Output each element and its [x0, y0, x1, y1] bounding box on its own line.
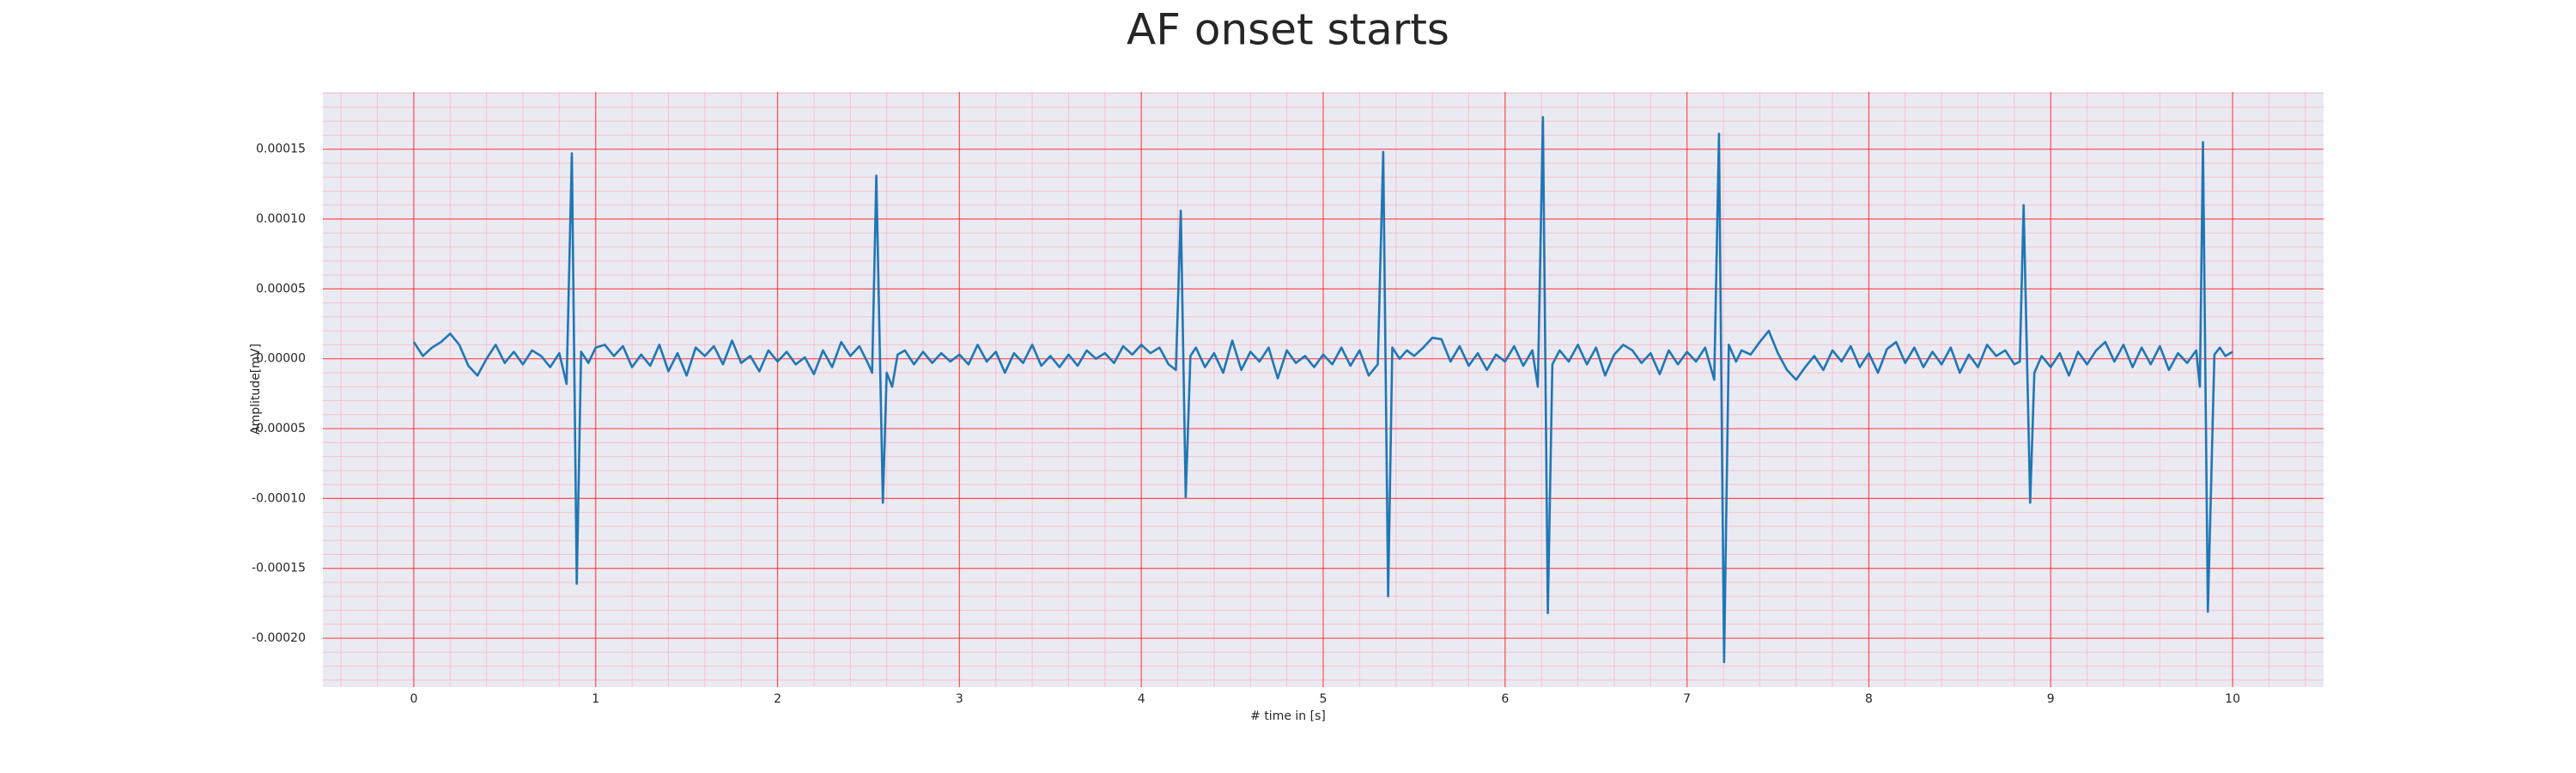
y-tick-label: 0.00010 [256, 212, 306, 226]
y-tick-label: 0.00000 [256, 352, 306, 366]
y-tick-label: -0.00005 [252, 422, 306, 435]
x-tick-label: 0 [410, 692, 417, 706]
x-tick-label: 5 [1320, 692, 1327, 706]
x-tick-label: 2 [774, 692, 781, 706]
y-tick-label: -0.00015 [252, 562, 306, 575]
y-tick-label: 0.00015 [256, 143, 306, 156]
y-tick-label: 0.00005 [256, 282, 306, 295]
x-tick-label: 7 [1683, 692, 1691, 706]
y-axis-label: Amplitude[mV] [249, 344, 263, 435]
x-tick-label: 8 [1865, 692, 1873, 706]
x-tick-label: 9 [2047, 692, 2055, 706]
x-tick-label: 1 [592, 692, 599, 706]
x-tick-label: 6 [1501, 692, 1509, 706]
y-tick-label: -0.00020 [252, 631, 306, 645]
ecg-line [412, 115, 2233, 664]
x-tick-label: 3 [956, 692, 963, 706]
y-tick-label: -0.00010 [252, 491, 306, 505]
x-tick-label: 10 [2225, 692, 2240, 706]
chart-title: AF onset starts [1127, 5, 1449, 55]
x-tick-label: 4 [1138, 692, 1145, 706]
x-axis-label: # time in [s] [1250, 709, 1326, 723]
